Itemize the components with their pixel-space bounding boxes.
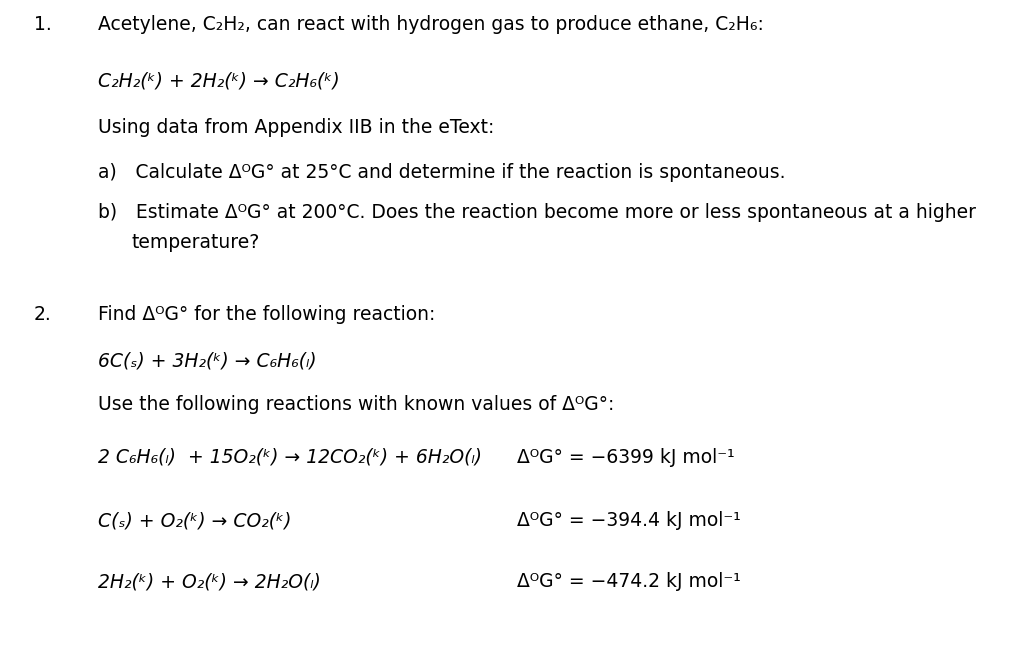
Text: ΔᴼG° = −6399 kJ mol⁻¹: ΔᴼG° = −6399 kJ mol⁻¹ [517, 448, 735, 467]
Text: 2 C₆H₆(ₗ)  + 15O₂(ᵏ) → 12CO₂(ᵏ) + 6H₂O(ₗ): 2 C₆H₆(ₗ) + 15O₂(ᵏ) → 12CO₂(ᵏ) + 6H₂O(ₗ) [97, 448, 481, 467]
Text: ΔᴼG° = −394.4 kJ mol⁻¹: ΔᴼG° = −394.4 kJ mol⁻¹ [517, 511, 741, 530]
Text: C₂H₂(ᵏ) + 2H₂(ᵏ) → C₂H₆(ᵏ): C₂H₂(ᵏ) + 2H₂(ᵏ) → C₂H₆(ᵏ) [97, 71, 339, 91]
Text: temperature?: temperature? [131, 232, 260, 252]
Text: Use the following reactions with known values of ΔᴼG°:: Use the following reactions with known v… [97, 394, 614, 414]
Text: Find ΔᴼG° for the following reaction:: Find ΔᴼG° for the following reaction: [97, 304, 435, 324]
Text: ΔᴼG° = −474.2 kJ mol⁻¹: ΔᴼG° = −474.2 kJ mol⁻¹ [517, 572, 741, 591]
Text: 1.: 1. [34, 15, 51, 34]
Text: b) Estimate ΔᴼG° at 200°C. Does the reaction become more or less spontaneous at : b) Estimate ΔᴼG° at 200°C. Does the reac… [97, 202, 976, 222]
Text: Acetylene, C₂H₂, can react with hydrogen gas to produce ethane, C₂H₆:: Acetylene, C₂H₂, can react with hydrogen… [97, 15, 764, 34]
Text: Using data from Appendix IIB in the eText:: Using data from Appendix IIB in the eTex… [97, 118, 494, 137]
Text: a) Calculate ΔᴼG° at 25°C and determine if the reaction is spontaneous.: a) Calculate ΔᴼG° at 25°C and determine … [97, 163, 785, 182]
Text: C(ₛ) + O₂(ᵏ) → CO₂(ᵏ): C(ₛ) + O₂(ᵏ) → CO₂(ᵏ) [97, 511, 291, 530]
Text: 2.: 2. [34, 304, 51, 324]
Text: 6C(ₛ) + 3H₂(ᵏ) → C₆H₆(ₗ): 6C(ₛ) + 3H₂(ᵏ) → C₆H₆(ₗ) [97, 351, 316, 370]
Text: 2H₂(ᵏ) + O₂(ᵏ) → 2H₂O(ₗ): 2H₂(ᵏ) + O₂(ᵏ) → 2H₂O(ₗ) [97, 572, 321, 591]
